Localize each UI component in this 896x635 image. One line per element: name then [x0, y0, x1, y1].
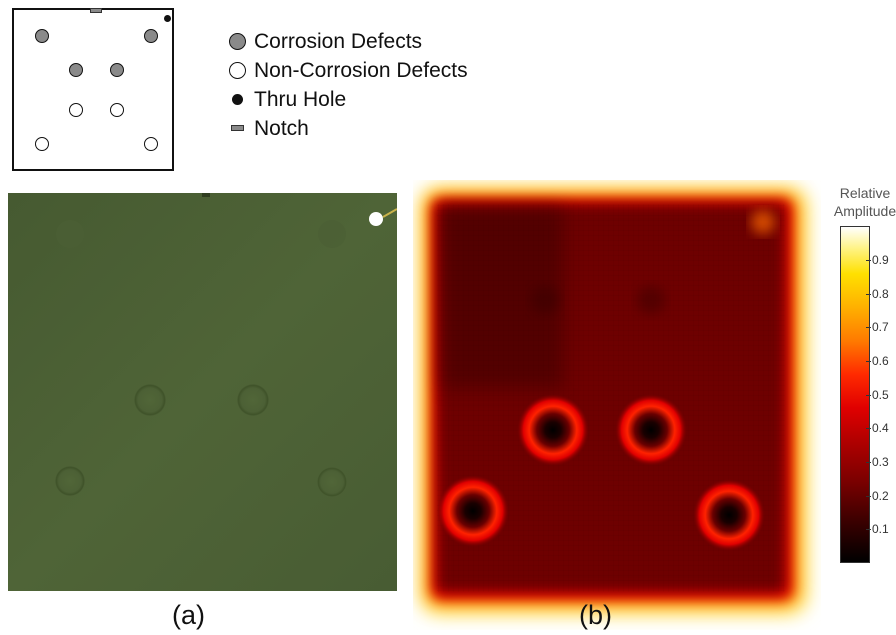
legend-label: Corrosion Defects	[254, 29, 423, 53]
non-corrosion-defect-marker	[69, 103, 83, 117]
legend-label: Non-Corrosion Defects	[254, 58, 468, 82]
colorbar-tick-label: 0.5	[872, 388, 889, 402]
panel-label-a: (a)	[172, 600, 205, 630]
colorbar	[840, 226, 870, 563]
colorbar-tick-label: 0.4	[872, 421, 889, 435]
legend-item-non-corrosion: Non-Corrosion Defects	[220, 56, 520, 84]
thru-hole-marker	[164, 15, 171, 22]
colorbar-tickmark	[866, 260, 871, 261]
legend-label: Thru Hole	[254, 87, 347, 111]
non-corrosion-defect-marker	[144, 137, 158, 151]
corrosion-defect-marker	[35, 29, 49, 43]
thru-hole-icon	[220, 93, 254, 105]
corrosion-defect-marker	[110, 63, 124, 77]
colorbar-tickmark	[866, 361, 871, 362]
plate-schematic	[12, 8, 174, 171]
legend-label: Notch	[254, 116, 309, 140]
colorbar-tickmark	[866, 327, 871, 328]
notch-icon	[220, 125, 254, 131]
colorbar-title-line1: Relative	[839, 185, 891, 201]
amplitude-heatmap	[413, 180, 821, 630]
colorbar-tickmark	[866, 294, 871, 295]
legend-item-notch: Notch	[220, 114, 520, 142]
corrosion-defect-icon	[220, 32, 254, 50]
colorbar-tickmark	[866, 496, 871, 497]
colorbar-tick-label: 0.2	[872, 489, 889, 503]
colorbar-title: Relative Amplitude	[830, 184, 896, 220]
colorbar-tick-label: 0.6	[872, 354, 889, 368]
colorbar-tickmark	[866, 529, 871, 530]
colorbar-tickmark	[866, 395, 871, 396]
colorbar-tick-label: 0.1	[872, 522, 889, 536]
legend-item-thru-hole: Thru Hole	[220, 85, 520, 113]
colorbar-tickmark	[866, 462, 871, 463]
colorbar-tick-label: 0.8	[872, 287, 889, 301]
non-corrosion-defect-icon	[220, 61, 254, 79]
colorbar-tick-label: 0.3	[872, 455, 889, 469]
colorbar-tick-label: 0.9	[872, 253, 889, 267]
colorbar-tickmark	[866, 428, 871, 429]
non-corrosion-defect-marker	[35, 137, 49, 151]
corrosion-defect-marker	[144, 29, 158, 43]
colorbar-title-line2: Amplitude	[833, 203, 896, 219]
panel-label-b: (b)	[579, 600, 612, 630]
notch-marker	[90, 8, 102, 13]
corrosion-defect-marker	[69, 63, 83, 77]
legend-item-corrosion: Corrosion Defects	[220, 27, 520, 55]
colorbar-tick-label: 0.7	[872, 320, 889, 334]
plate-photo	[8, 193, 397, 591]
non-corrosion-defect-marker	[110, 103, 124, 117]
